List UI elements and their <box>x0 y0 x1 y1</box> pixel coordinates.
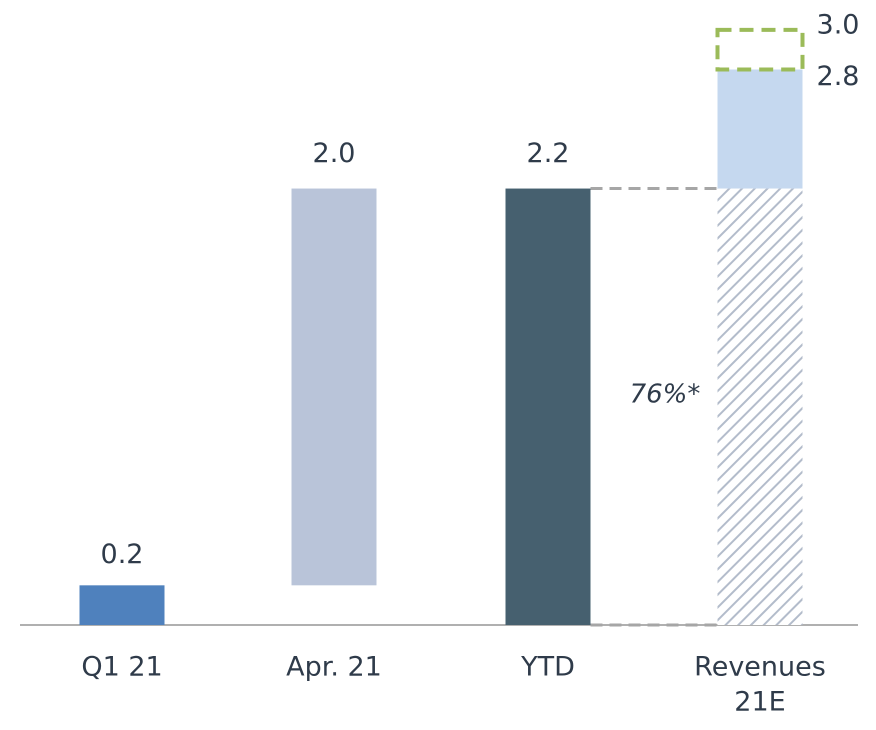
x-tick-label: Revenues <box>694 652 826 683</box>
x-tick-label: Q1 21 <box>81 652 162 683</box>
x-tick-label: YTD <box>520 652 575 683</box>
value-label: 2.2 <box>527 138 570 169</box>
value-label: 0.2 <box>101 539 144 570</box>
value-label: 3.0 <box>817 9 860 40</box>
x-tick-label: Apr. 21 <box>286 652 382 683</box>
bar-hatched <box>717 188 803 625</box>
annotation: 76%* <box>630 380 701 410</box>
bar <box>505 188 591 625</box>
value-label: 2.0 <box>313 138 356 169</box>
bar <box>79 585 165 625</box>
x-tick-label: 21E <box>734 687 785 718</box>
value-label: 2.8 <box>817 61 860 92</box>
bar-estimate <box>717 69 803 189</box>
bar <box>291 188 377 586</box>
range-box <box>715 27 805 72</box>
